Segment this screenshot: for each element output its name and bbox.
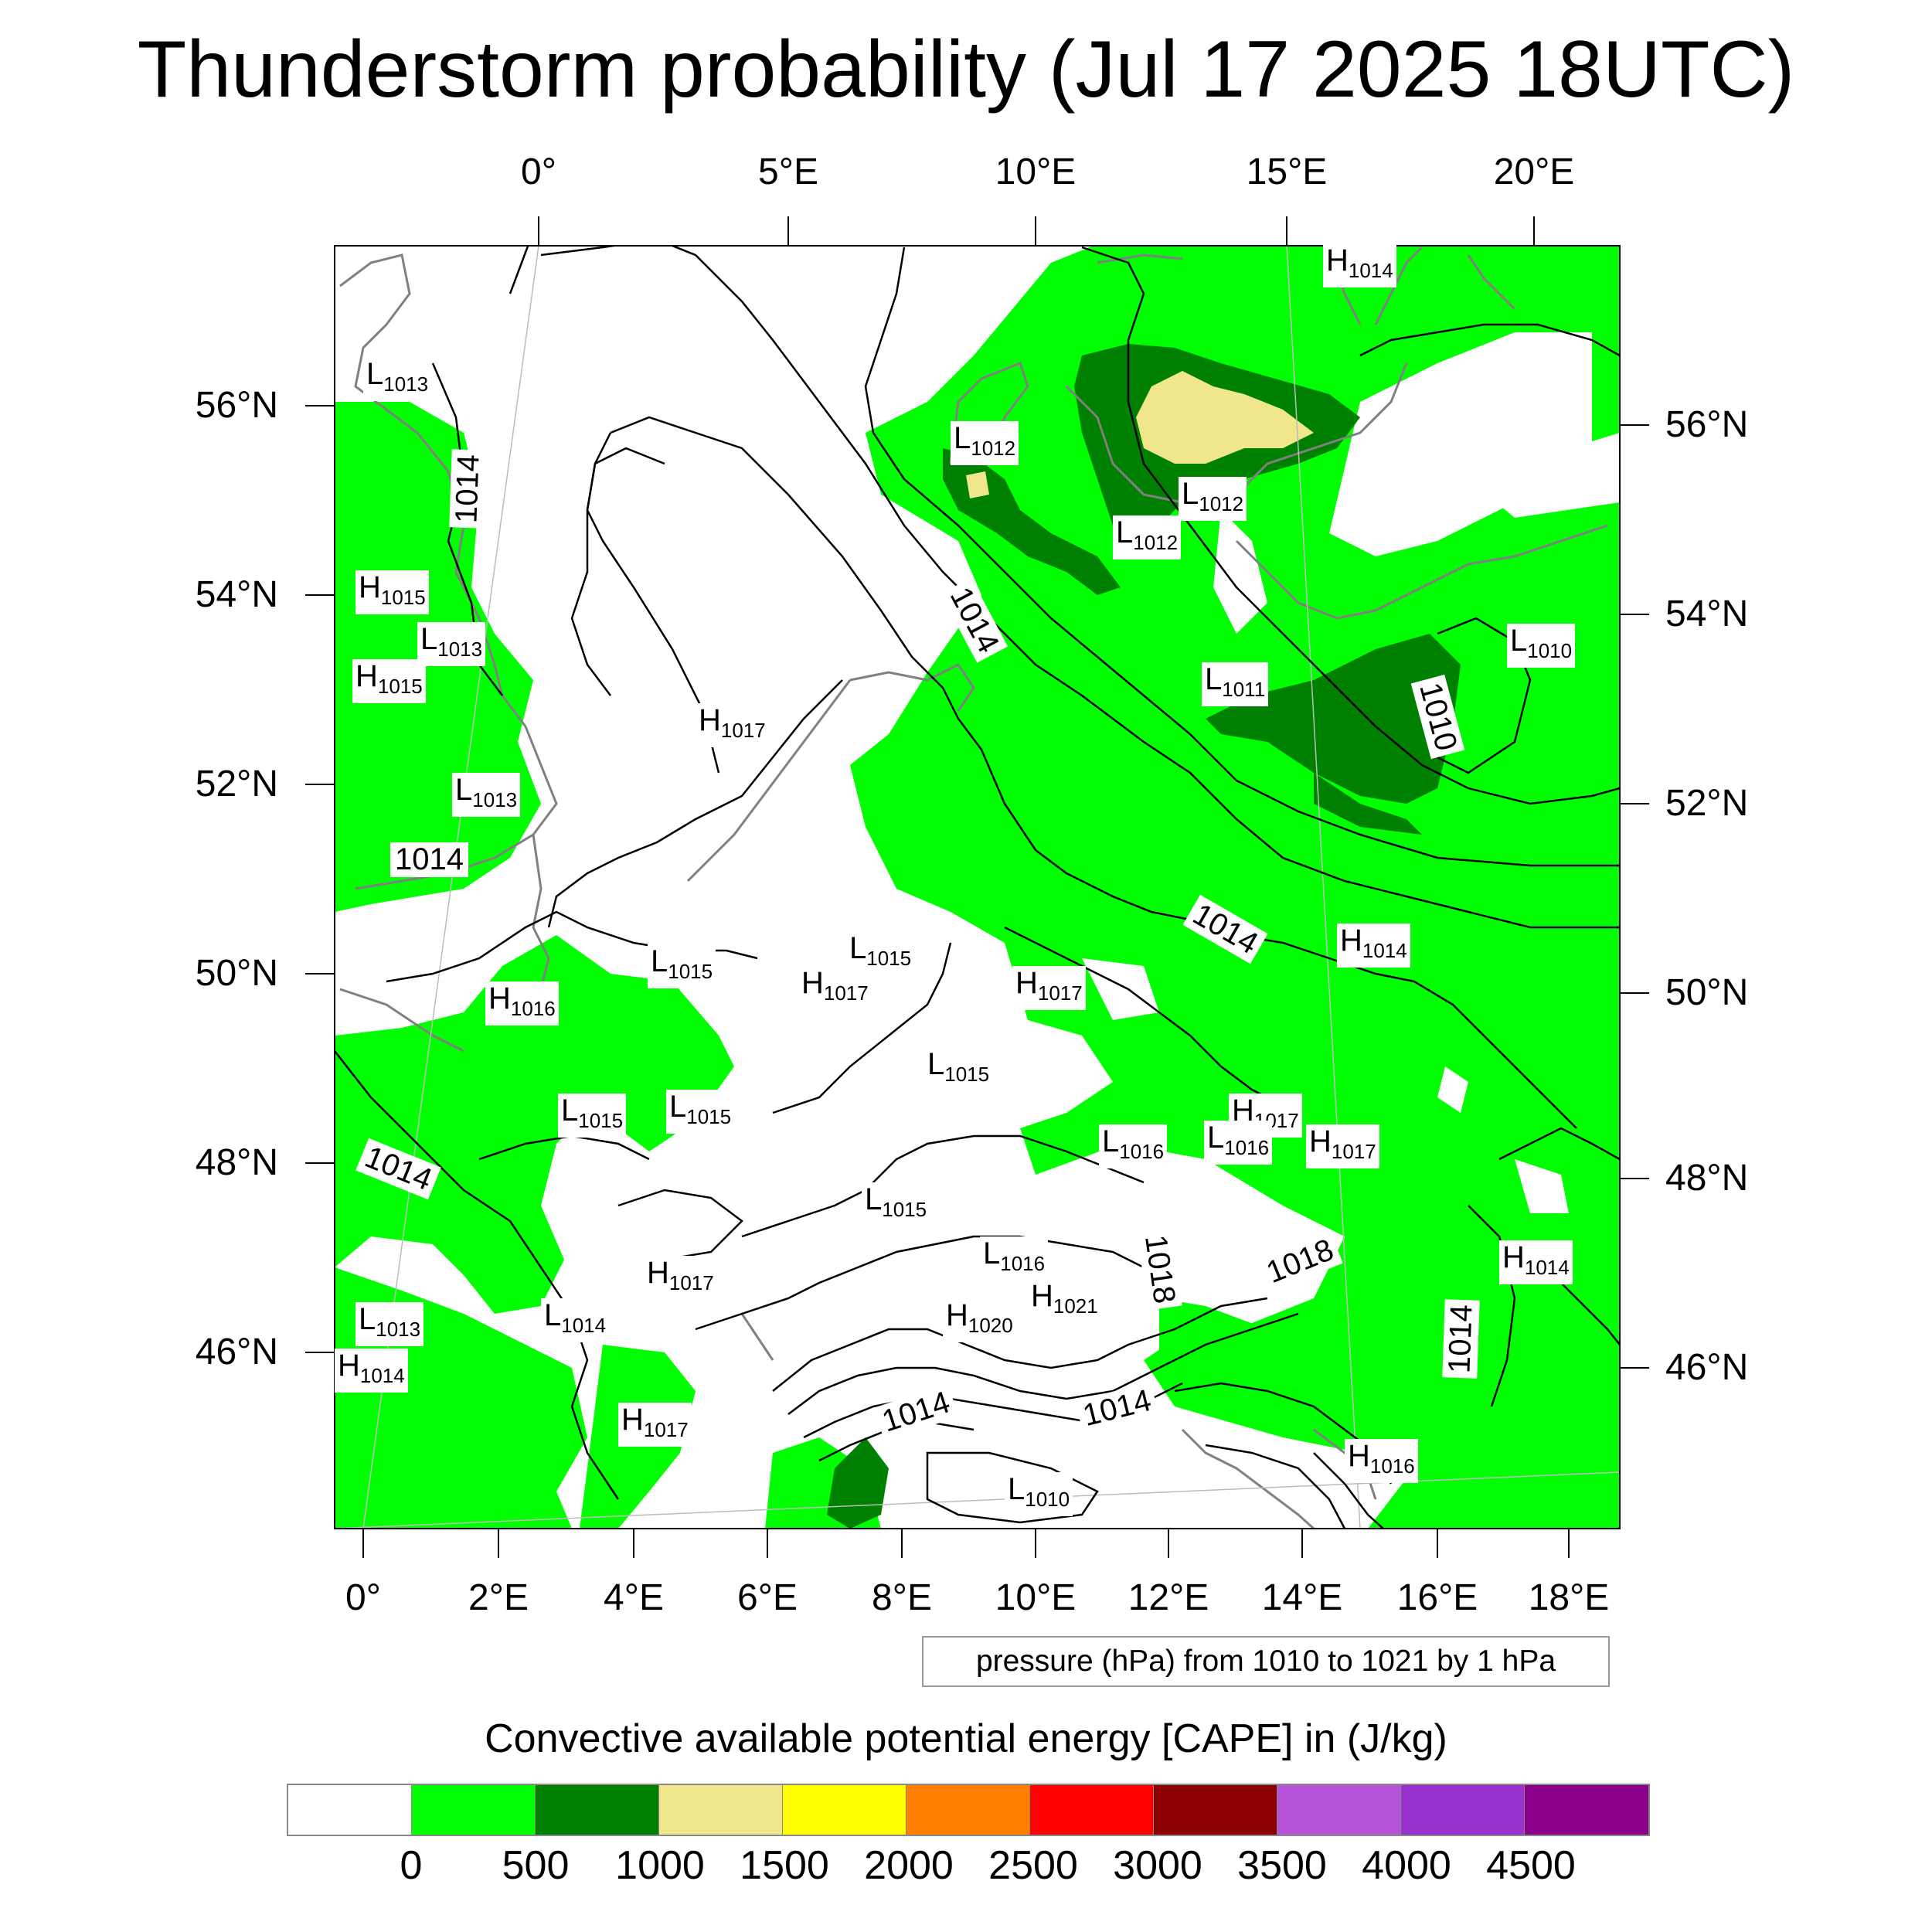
contour-label: 1014 (390, 842, 468, 877)
cape-fill-khaki (966, 371, 1314, 498)
left-lat-label: 52°N (195, 764, 278, 804)
pressure-center: L1013 (452, 773, 521, 817)
pressure-center: L1015 (558, 1094, 627, 1138)
contour-label: 1014 (449, 449, 487, 529)
pressure-center: H1015 (352, 659, 426, 703)
bottom-lon-label: 10°E (995, 1577, 1077, 1618)
right-lat-label: 52°N (1665, 783, 1749, 824)
bottom-lon-label: 4°E (604, 1577, 664, 1618)
bottom-lon-label: 18°E (1528, 1577, 1610, 1618)
pressure-center: L1010 (1507, 624, 1576, 668)
cape-holes (1082, 332, 1620, 1213)
pressure-center: H1017 (644, 1256, 717, 1300)
colorbar-swatch (659, 1785, 783, 1835)
pressure-center: L1016 (1099, 1124, 1168, 1168)
pressure-center: L1012 (951, 421, 1019, 465)
pressure-center: H1014 (1337, 923, 1410, 968)
bottom-lon-label: 6°E (737, 1577, 798, 1618)
colorbar-tick: 1500 (740, 1843, 829, 1888)
right-lat-label: 46°N (1665, 1347, 1749, 1388)
pressure-center: H1020 (943, 1298, 1016, 1342)
top-lon-label: 0° (521, 151, 556, 192)
colorbar-tick: 3000 (1113, 1843, 1202, 1888)
colorbar-swatch (1277, 1785, 1401, 1835)
colorbar-tick: 3500 (1237, 1843, 1327, 1888)
chart-title: Thunderstorm probability (Jul 17 2025 18… (137, 25, 1795, 114)
pressure-center: L1012 (1113, 515, 1182, 560)
pressure-center: L1013 (355, 1302, 424, 1346)
pressure-center: H1017 (1012, 966, 1086, 1010)
pressure-center: L1012 (1179, 477, 1247, 521)
pressure-center: H1021 (1028, 1279, 1101, 1323)
left-lat-label: 46°N (195, 1332, 278, 1372)
colorbar-tick: 4500 (1486, 1843, 1576, 1888)
pressure-center: H1014 (1323, 243, 1396, 287)
pressure-center: H1014 (335, 1349, 408, 1393)
pressure-center: L1015 (862, 1182, 930, 1226)
top-lon-label: 15°E (1246, 151, 1328, 192)
right-lat-label: 48°N (1665, 1158, 1749, 1199)
colorbar (287, 1784, 1650, 1836)
pressure-center: H1016 (1345, 1439, 1418, 1483)
colorbar-swatch (288, 1785, 412, 1835)
pressure-center: H1014 (1499, 1240, 1573, 1284)
right-lat-label: 54°N (1665, 594, 1749, 634)
colorbar-swatch (1525, 1785, 1648, 1835)
top-lon-label: 10°E (995, 151, 1077, 192)
left-lat-label: 50°N (195, 953, 278, 994)
pressure-center: H1017 (618, 1403, 692, 1447)
bottom-lon-label: 16°E (1396, 1577, 1478, 1618)
pressure-center: L1014 (541, 1298, 610, 1342)
isobars (335, 246, 1620, 1529)
colorbar-swatch (1030, 1785, 1154, 1835)
colorbar-swatch (1401, 1785, 1525, 1835)
colorbar-title: Convective available potential energy [C… (485, 1716, 1447, 1761)
colorbar-swatch (783, 1785, 906, 1835)
colorbar-tick: 0 (400, 1843, 423, 1888)
left-lat-label: 56°N (195, 385, 278, 426)
pressure-center: L1015 (666, 1090, 735, 1134)
colorbar-tick: 2000 (864, 1843, 954, 1888)
bottom-lon-label: 14°E (1261, 1577, 1343, 1618)
pressure-center: H1017 (696, 703, 769, 747)
pressure-center: L1016 (980, 1236, 1049, 1281)
top-lon-label: 5°E (758, 151, 818, 192)
pressure-center: L1015 (924, 1047, 993, 1091)
pressure-center: H1017 (1306, 1124, 1379, 1168)
left-lat-label: 54°N (195, 574, 278, 615)
pressure-center: L1013 (363, 357, 432, 401)
right-lat-label: 56°N (1665, 404, 1749, 445)
pressure-center: H1016 (485, 981, 559, 1026)
pressure-center: L1016 (1204, 1121, 1273, 1165)
bottom-lon-label: 8°E (872, 1577, 932, 1618)
pressure-center: L1010 (1005, 1472, 1073, 1516)
pressure-center: L1011 (1202, 662, 1269, 706)
colorbar-swatch (412, 1785, 536, 1835)
colorbar-swatch (1154, 1785, 1277, 1835)
colorbar-tick: 1000 (615, 1843, 705, 1888)
contour-label: 1014 (1442, 1299, 1480, 1379)
bottom-lon-label: 2°E (468, 1577, 529, 1618)
ticks (305, 216, 1649, 1558)
colorbar-swatch (536, 1785, 659, 1835)
top-lon-label: 20°E (1493, 151, 1575, 192)
bottom-lon-label: 12°E (1128, 1577, 1209, 1618)
colorbar-tick: 500 (502, 1843, 570, 1888)
pressure-center: H1017 (798, 966, 872, 1010)
colorbar-tick: 2500 (988, 1843, 1078, 1888)
pressure-center: H1015 (355, 570, 429, 614)
pressure-center: L1015 (648, 944, 716, 988)
right-lat-label: 50°N (1665, 972, 1749, 1013)
bottom-lon-label: 0° (345, 1577, 381, 1618)
colorbar-swatch (906, 1785, 1030, 1835)
pressure-center: L1013 (417, 622, 486, 666)
colorbar-tick: 4000 (1362, 1843, 1451, 1888)
pressure-info-box: pressure (hPa) from 1010 to 1021 by 1 hP… (922, 1636, 1610, 1687)
left-lat-label: 48°N (195, 1142, 278, 1183)
